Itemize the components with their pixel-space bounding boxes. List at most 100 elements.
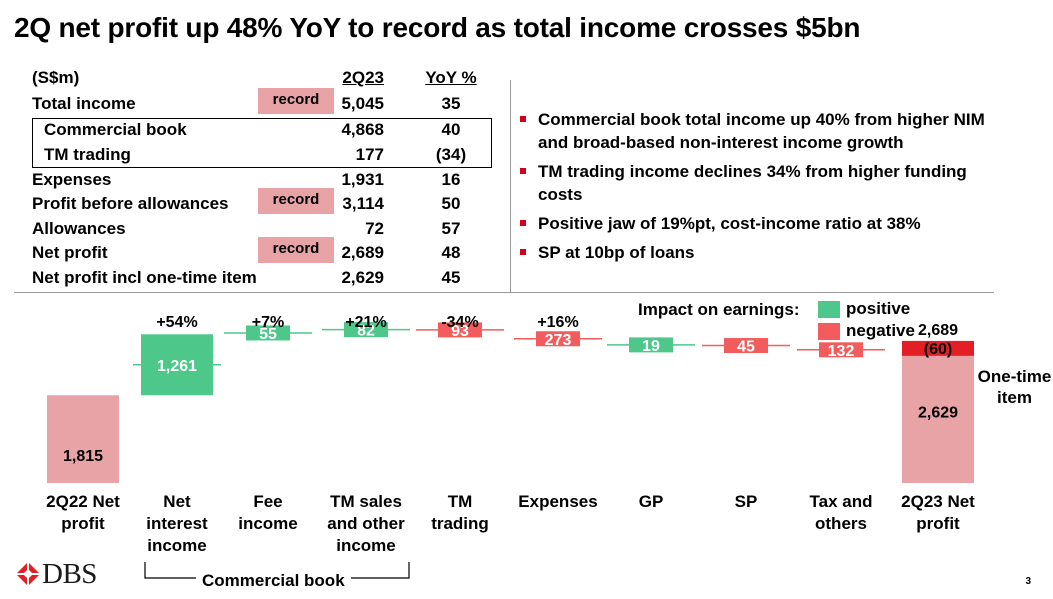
bar-value-label: 273 — [545, 332, 572, 349]
commercial-tm-box — [32, 118, 492, 168]
waterfall-bar-negative — [819, 342, 863, 358]
row-value-yoy: (34) — [435, 145, 467, 164]
dbs-logo-text: DBS — [42, 558, 97, 590]
category-label-line: trading — [431, 514, 489, 533]
bullet-marker — [520, 249, 526, 255]
waterfall-bar-total — [902, 355, 974, 483]
row-value-yoy: 35 — [441, 94, 461, 113]
table-row: Net profit incl one-time item 2,629 45 — [32, 266, 492, 290]
table-row: Profit before allowances 3,114 50 record — [32, 188, 492, 216]
legend-label-positive: positive — [846, 299, 911, 318]
yoy-change-label: +54% — [156, 314, 197, 331]
waterfall-svg: 1,815 1,261 +54% 55+7% 82+21% 93-34% 273+16% 19… — [47, 314, 974, 483]
row-value-2q23: 4,868 — [341, 120, 384, 139]
row-value-yoy: 45 — [441, 268, 461, 287]
category-label-line: 2Q23 Net — [901, 492, 975, 511]
bar-value-label: 82 — [357, 323, 375, 340]
row-label: Net profit — [32, 243, 108, 262]
dbs-logo-icon — [16, 562, 40, 586]
row-label: Allowances — [32, 219, 126, 238]
bullet-text: TM trading income declines 34% from high… — [538, 162, 967, 204]
bullet-item: Positive jaw of 19%pt, cost-income ratio… — [518, 212, 988, 235]
bullet-item: Commercial book total income up 40% from… — [518, 108, 988, 154]
table-row: Commercial book 4,868 40 — [32, 118, 492, 142]
row-value-yoy: 50 — [441, 194, 461, 213]
onetime-line: One-time — [977, 367, 1052, 386]
legend-title: Impact on earnings: — [638, 300, 800, 319]
bullet-text: SP at 10bp of loans — [538, 243, 695, 262]
row-value-yoy: 48 — [441, 243, 461, 262]
category-label-line: Fee — [253, 492, 283, 511]
bar-value-label: 132 — [828, 343, 855, 360]
waterfall-bar-negative — [724, 338, 768, 354]
bar-value-label: 1,261 — [157, 358, 197, 375]
category-label: Expenses — [510, 491, 606, 513]
bullet-item: TM trading income declines 34% from high… — [518, 160, 988, 206]
row-value-2q23: 2,689 — [341, 243, 384, 262]
waterfall-bar-negative — [536, 331, 580, 347]
waterfall-bar-onetime — [902, 340, 974, 356]
category-label: Fee income — [220, 491, 316, 535]
bar-value-label: 55 — [259, 326, 277, 343]
category-label: Tax and others — [793, 491, 889, 535]
category-label: 2Q23 Net profit — [890, 491, 986, 535]
category-label-line: income — [238, 514, 298, 533]
row-value-yoy: 40 — [441, 120, 461, 139]
category-label-line: TM — [447, 492, 473, 511]
onetime-value-label: (60) — [924, 341, 952, 358]
yoy-change-label: +16% — [537, 314, 578, 331]
record-badge: record — [258, 237, 334, 263]
col-yoy-header: YoY % — [425, 68, 477, 87]
yoy-change-label: -34% — [441, 314, 478, 331]
waterfall-bar-positive — [141, 334, 213, 396]
category-label: TM sales and other income — [318, 491, 414, 557]
category-label-line: SP — [734, 492, 758, 511]
waterfall-bar-positive — [629, 337, 673, 353]
row-value-2q23: 3,114 — [342, 194, 384, 213]
category-label-line: Net — [163, 492, 191, 511]
commercial-book-label: Commercial book — [196, 571, 351, 591]
waterfall-bar-positive — [344, 322, 388, 338]
category-label-line: 2Q22 Net — [46, 492, 120, 511]
category-label-line: Expenses — [518, 492, 598, 511]
bar-value-label: 45 — [737, 339, 755, 356]
category-label: TM trading — [412, 491, 508, 535]
category-label: SP — [698, 491, 794, 513]
table-row: Net profit 2,689 48 record — [32, 237, 492, 265]
unit-label: (S$m) — [32, 68, 80, 87]
yoy-change-label: +7% — [252, 314, 284, 331]
onetime-item-label: One-time item — [976, 366, 1053, 408]
page-number: 3 — [1025, 576, 1031, 587]
bar-value-label: 93 — [451, 323, 469, 340]
row-label: Profit before allowances — [32, 194, 229, 213]
bar-value-label: 19 — [642, 338, 660, 355]
bullet-marker — [520, 116, 526, 122]
bullet-marker — [520, 168, 526, 174]
row-value-2q23: 1,931 — [341, 170, 384, 189]
bullet-list: Commercial book total income up 40% from… — [518, 108, 988, 270]
row-label: TM trading — [44, 145, 131, 164]
waterfall-bar-negative — [438, 322, 482, 338]
legend-swatch-negative — [818, 323, 840, 340]
category-label-line: income — [336, 536, 396, 555]
category-label-line: profit — [61, 514, 105, 533]
bullet-item: SP at 10bp of loans — [518, 241, 988, 264]
bullet-text: Positive jaw of 19%pt, cost-income ratio… — [538, 214, 921, 233]
record-badge: record — [258, 188, 334, 214]
total-top-label: 2,689 — [918, 322, 958, 339]
waterfall-bar-total — [47, 395, 119, 483]
horizontal-divider — [14, 292, 994, 293]
row-label: Net profit incl one-time item — [32, 268, 257, 287]
category-label-line: interest — [146, 514, 208, 533]
table-row: Expenses 1,931 16 — [32, 168, 492, 192]
row-label: Expenses — [32, 170, 112, 189]
table-row: TM trading 177 (34) — [32, 143, 492, 167]
category-label-line: and other — [327, 514, 405, 533]
row-value-2q23: 177 — [355, 145, 384, 164]
bullet-text: Commercial book total income up 40% from… — [538, 110, 985, 152]
row-value-2q23: 72 — [365, 219, 384, 238]
record-badge: record — [258, 88, 334, 114]
category-label-line: Tax and — [809, 492, 873, 511]
bar-value-label: 2,629 — [918, 404, 958, 421]
bullet-marker — [520, 220, 526, 226]
